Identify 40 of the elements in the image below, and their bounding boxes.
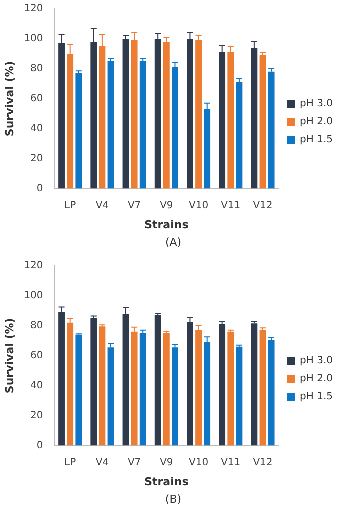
- x-tick-label: V4: [96, 457, 110, 468]
- y-tick-label: 20: [30, 153, 44, 164]
- y-tick-label: 40: [30, 380, 44, 392]
- y-tick-label: 60: [30, 93, 44, 104]
- x-tick-label: V7: [128, 457, 142, 468]
- x-axis-title: Strains: [144, 218, 190, 232]
- y-tick-label: 120: [24, 260, 44, 272]
- x-tick-label: V11: [221, 457, 241, 468]
- x-tick-label: LP: [64, 457, 76, 468]
- x-tick-label: V4: [96, 200, 110, 212]
- y-tick-label: 40: [30, 123, 44, 134]
- text: (B): [164, 493, 183, 506]
- x-tick-label: V12: [253, 457, 273, 468]
- y-tick-label: 120: [24, 4, 44, 15]
- text: (A): [164, 236, 183, 249]
- legend-label: pH 2.0: [300, 116, 334, 128]
- y-tick-label: 80: [30, 64, 44, 75]
- y-axis-title: Survival (%): [3, 61, 16, 137]
- x-tick-label: V11: [221, 200, 241, 212]
- legend-label: pH 3.0: [300, 98, 334, 110]
- y-tick-label: 0: [36, 183, 44, 194]
- x-tick-label: V10: [188, 200, 209, 212]
- y-tick-label: 20: [30, 410, 44, 422]
- x-tick-label: V9: [160, 457, 174, 468]
- legend-label: pH 1.5: [300, 392, 334, 403]
- x-tick-label: V9: [160, 200, 174, 212]
- x-tick-label: V7: [128, 200, 142, 212]
- legend-label: pH 1.5: [300, 134, 334, 146]
- y-axis-title: Survival (%): [3, 318, 16, 394]
- y-tick-label: 100: [24, 34, 44, 45]
- legend-label: pH 2.0: [300, 374, 334, 385]
- x-tick-label: V12: [253, 200, 273, 212]
- x-tick-label: V10: [188, 457, 209, 468]
- y-tick-label: 80: [30, 320, 44, 332]
- y-tick-label: 0: [36, 440, 44, 452]
- legend-label: pH 3.0: [300, 356, 334, 367]
- x-tick-label: LP: [64, 200, 76, 212]
- y-tick-label: 100: [24, 290, 44, 302]
- x-axis-title: Strains: [144, 475, 190, 488]
- y-tick-label: 60: [30, 350, 44, 362]
